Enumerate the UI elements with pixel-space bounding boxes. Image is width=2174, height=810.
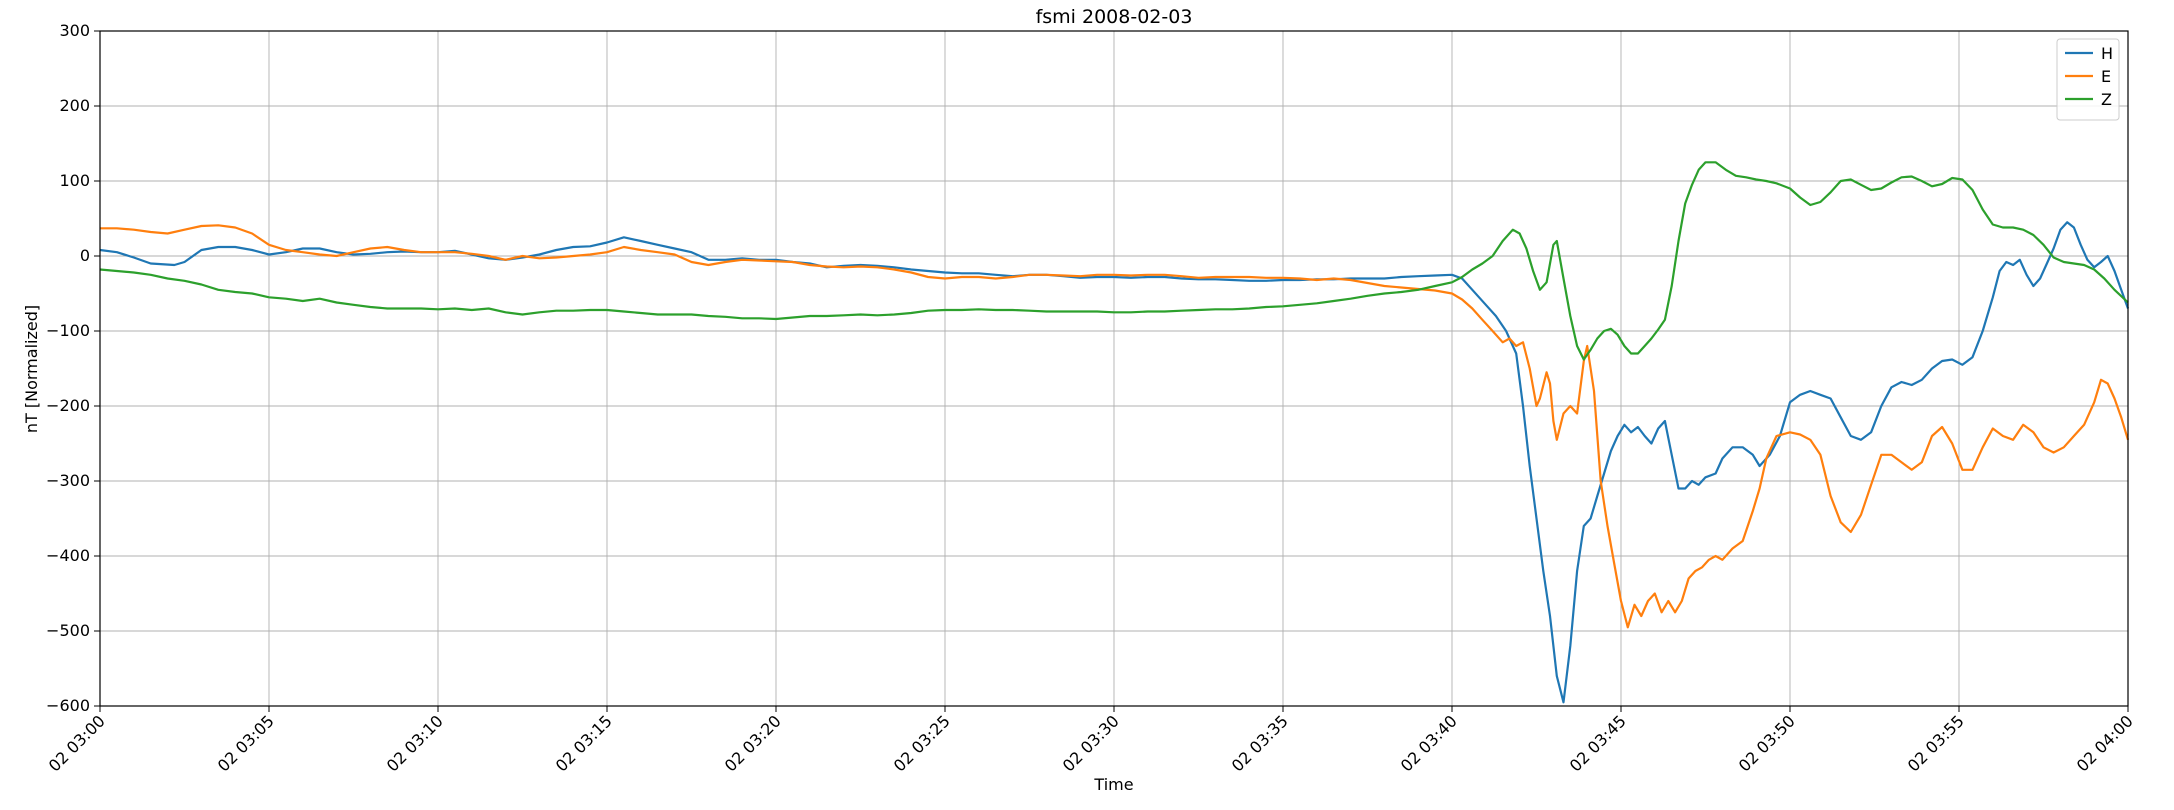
y-tick-label: −100 <box>46 321 90 340</box>
x-tick-label: 02 03:40 <box>1397 711 1461 775</box>
x-tick-label: 02 03:20 <box>721 711 785 775</box>
series-line-h <box>99 221 2130 704</box>
x-tick-label: 02 03:35 <box>1228 711 1292 775</box>
x-tick-label: 02 03:25 <box>890 711 954 775</box>
legend-label-e: E <box>2101 67 2111 86</box>
y-tick-label: −500 <box>46 621 90 640</box>
y-tick-label: 0 <box>80 246 90 265</box>
series-line-z <box>99 161 2129 361</box>
series-layer <box>99 161 2130 704</box>
y-axis-label: nT [Normalized] <box>22 305 41 433</box>
legend-label-z: Z <box>2101 90 2112 109</box>
x-tick-label: 02 03:15 <box>552 711 616 775</box>
x-tick-label: 02 03:10 <box>383 711 447 775</box>
y-tick-label: −600 <box>46 696 90 715</box>
y-tick-label: 200 <box>59 96 90 115</box>
x-tick-label: 02 03:05 <box>214 711 278 775</box>
y-tick-label: −400 <box>46 546 90 565</box>
y-tick-label: 100 <box>59 171 90 190</box>
x-axis: 02 03:00 02 03:05 02 03:10 02 03:15 02 03:20… <box>45 706 2137 775</box>
legend-label-h: H <box>2101 44 2113 63</box>
y-axis: 300 200 100 0 −100 −200 −300 −400 −500 −600 <box>46 21 100 715</box>
grid <box>99 30 2129 707</box>
x-tick-label: 02 03:00 <box>45 711 109 775</box>
legend: HEZ <box>2056 38 2120 121</box>
x-tick-label: 02 03:45 <box>1566 711 1630 775</box>
y-tick-label: −200 <box>46 396 90 415</box>
x-tick-label: 02 03:55 <box>1904 711 1968 775</box>
x-tick-label: 02 03:50 <box>1735 711 1799 775</box>
x-tick-label: 02 03:30 <box>1059 711 1123 775</box>
series-line-e <box>100 224 2130 629</box>
y-tick-label: −300 <box>46 471 90 490</box>
x-tick-label: 02 04:00 <box>2073 711 2137 775</box>
x-axis-label: Time <box>1093 775 1133 794</box>
y-tick-label: 300 <box>59 21 90 40</box>
chart-title: fsmi 2008-02-03 <box>1036 6 1193 28</box>
